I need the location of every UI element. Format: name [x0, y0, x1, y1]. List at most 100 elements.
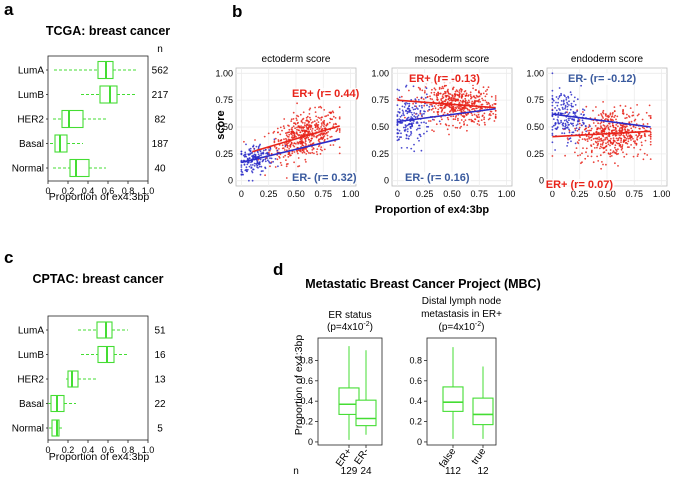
panel-b-subplot-3-point-erneg: [568, 119, 570, 122]
panel-b-subplot-1-point-erpos: [320, 146, 323, 149]
panel-a-n-header: n: [157, 44, 163, 55]
panel-a-x-tick-label: 0.8: [122, 186, 135, 196]
panel-b-subplot-3-point-erneg: [580, 84, 582, 87]
panel-b-subplot-3-point-erneg: [569, 117, 571, 120]
panel-b-subplot-3-point-erpos: [609, 141, 612, 144]
panel-b-subplot-2-point-erneg: [405, 102, 407, 104]
panel-b-subplot-3-point-erpos: [593, 147, 596, 149]
panel-b-subplot-3-point-erpos: [617, 165, 619, 167]
panel-b-subplot-1-point-erpos: [320, 136, 323, 139]
panel-b-subplot-1-point-erpos: [301, 138, 303, 140]
panel-b-subplot-3-point-erpos: [629, 137, 631, 140]
panel-b-subplot-1-point-erneg: [257, 153, 260, 156]
panel-b-subplot-1-point-erpos: [267, 151, 270, 154]
panel-b-subplot-1-point-erpos: [297, 134, 300, 137]
panel-b-subplot-1-point-erpos: [294, 127, 296, 130]
panel-b-subplot-3-point-erpos: [584, 127, 587, 130]
panel-b-subplot-1-point-erpos: [274, 137, 277, 140]
panel-b-subplot-2-point-erneg: [438, 120, 441, 123]
panel-b-subplot-3-x-tick-label: 0.75: [626, 189, 644, 199]
panel-b-subplot-1-point-erneg: [240, 168, 243, 171]
panel-b-subplot-3-point-erpos: [598, 136, 600, 139]
panel-b-subplot-2-point-erneg: [420, 96, 423, 99]
panel-b-subplot-3-point-erneg: [552, 99, 555, 102]
panel-b-subplot-2-point-erpos: [423, 104, 426, 107]
panel-b-subplot-2-point-erpos: [461, 100, 463, 103]
panel-b-subplot-1-point-erpos: [324, 115, 326, 118]
panel-b-subplot-1-point-erneg: [245, 143, 247, 146]
panel-b-subplot-2-point-erpos: [449, 93, 452, 95]
panel-b-subplot-2-point-erpos: [444, 100, 447, 103]
panel-b-subplot-3-point-erpos: [604, 114, 607, 117]
panel-b-subplot-1-point-erpos: [299, 131, 302, 134]
panel-b-subplot-3-y-tick-label: 0.25: [526, 149, 544, 159]
panel-b-subplot-1-point-erpos: [285, 177, 288, 179]
panel-b-subplot-3-point-erpos: [602, 129, 605, 132]
panel-b-subplot-1-point-erpos: [297, 121, 299, 124]
panel-b-subplot-2-point-erpos: [450, 98, 453, 100]
panel-b-subplot-1-point-erneg: [251, 164, 254, 166]
panel-b-subplot-3-point-erpos: [640, 136, 643, 139]
panel-b-subplot-2-point-erpos: [441, 118, 443, 121]
panel-b-subplot-1-point-erpos: [296, 149, 298, 152]
panel-b-subplot-2-point-erneg: [396, 104, 399, 107]
panel-b-subplot-1-point-erpos: [323, 138, 326, 141]
panel-b-subplot-2-point-erneg: [419, 135, 422, 138]
panel-b-subplot-2-point-erpos: [494, 95, 497, 97]
panel-d-subplot-1-category-label: ER-: [353, 446, 372, 466]
panel-letter-a: a: [4, 0, 14, 19]
panel-b-subplot-2-point-erneg: [416, 115, 419, 118]
panel-b-subplot-2-point-erpos: [460, 90, 463, 93]
panel-d-subplot-2-y-tick-label: 0.2: [409, 417, 422, 427]
panel-b-subplot-2-point-erneg: [418, 127, 421, 130]
panel-b-subplot-2-point-erpos: [436, 99, 439, 101]
panel-b-subplot-1-point-erpos: [304, 158, 307, 161]
panel-b-subplot-2-point-erpos: [454, 126, 457, 129]
panel-b-subplot-2-point-erneg: [396, 139, 399, 142]
panel-b-subplot-2-point-erpos: [462, 93, 465, 95]
panel-b-subplot-3-point-erneg: [551, 128, 554, 131]
panel-b-scatter: score Proportion of ex4:3bp ectoderm sco…: [215, 54, 670, 216]
panel-b-subplot-1-point-erneg: [247, 161, 250, 164]
panel-c-x-tick-label: 0.4: [82, 445, 95, 455]
panel-b-subplot-3-point-erpos: [609, 152, 612, 155]
panel-b-subplot-3-point-erneg: [582, 108, 584, 111]
panel-b-subplot-2-point-erneg: [398, 118, 401, 120]
panel-b-subplot-3-point-erneg: [557, 121, 560, 124]
panel-b-subplot-1-point-erpos: [291, 137, 294, 140]
panel-b-subplot-3-point-erneg: [585, 130, 588, 133]
panel-b-subplot-1-point-erpos: [307, 152, 310, 154]
panel-b-subplot-2-point-erneg: [428, 108, 430, 111]
panel-b-subplot-3-point-erpos: [646, 123, 649, 125]
panel-b-subplot-2-point-erpos: [489, 110, 492, 113]
panel-b-subplot-1-point-erpos: [301, 121, 304, 124]
panel-b-subplot-2-point-erpos: [486, 103, 489, 106]
panel-b-subplot-1-point-erpos: [287, 138, 290, 141]
panel-b-subplot-2-point-erneg: [426, 104, 428, 107]
panel-b-subplot-2-r-label: ER- (r= 0.16): [405, 172, 470, 184]
panel-b-subplot-1-x-tick-label: 0.50: [287, 189, 305, 199]
panel-b-subplot-2-point-erneg: [406, 124, 409, 127]
panel-b-subplot-2-x-tick-label: 0.25: [416, 189, 434, 199]
panel-b-subplot-3-point-erpos: [628, 116, 631, 118]
panel-b-subplot-1-point-erpos: [264, 174, 266, 177]
panel-b-subplot-3-point-erpos: [599, 140, 601, 142]
panel-b-subplot-1-point-erpos: [276, 127, 279, 130]
panel-b-subplot-2-point-erpos: [481, 103, 484, 106]
panel-c-boxplot: CPTAC: breast cancer Proportion of ex4:3…: [12, 272, 166, 463]
panel-b-subplot-3-point-erneg: [566, 108, 569, 111]
panel-b-subplot-3-point-erpos: [608, 128, 611, 131]
panel-b-subplot-1-point-erpos: [321, 124, 323, 126]
panel-b-subplot-3-point-erpos: [644, 135, 647, 138]
panel-b-subplot-3-point-erpos: [612, 150, 615, 153]
panel-b-subplot-3-point-erneg: [580, 124, 583, 127]
panel-b-subplot-2-point-erneg: [401, 109, 404, 112]
panel-b-subplot-1-point-erpos: [317, 121, 320, 123]
panel-b-subplot-1-point-erneg: [259, 158, 262, 161]
panel-b-subplot-2-point-erpos: [440, 87, 443, 90]
panel-b-subplot-1-point-erpos: [307, 136, 310, 139]
panel-b-subplot-1-point-erneg: [249, 147, 252, 150]
panel-b-subplot-3-point-erpos: [601, 161, 603, 163]
panel-b-subplot-1-point-erpos: [312, 121, 314, 123]
panel-b-subplot-3-point-erpos: [638, 133, 640, 135]
